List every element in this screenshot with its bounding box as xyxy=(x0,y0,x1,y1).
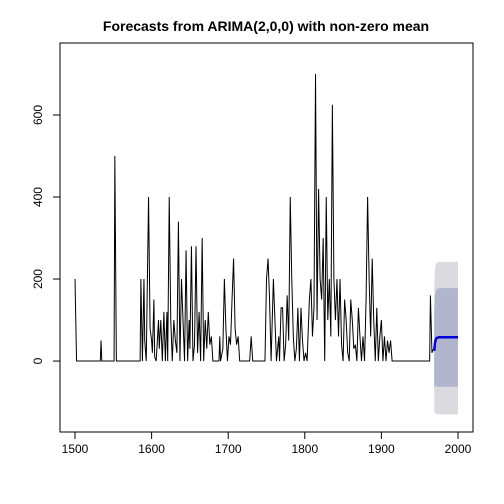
x-tick-label: 1700 xyxy=(215,442,242,456)
chart-title: Forecasts from ARIMA(2,0,0) with non-zer… xyxy=(103,18,429,34)
x-tick-label: 1600 xyxy=(138,442,165,456)
y-tick-label: 400 xyxy=(31,187,45,207)
x-tick-label: 1800 xyxy=(291,442,318,456)
plot-frame xyxy=(59,42,474,433)
x-tick-label: 1900 xyxy=(368,442,395,456)
y-tick-label: 0 xyxy=(31,357,45,364)
series-line xyxy=(74,73,434,362)
interval-80 xyxy=(434,288,458,390)
x-tick-label: 2000 xyxy=(445,442,472,456)
y-tick-label: 200 xyxy=(31,269,45,289)
x-tick-label: 1500 xyxy=(62,442,89,456)
y-tick-label: 600 xyxy=(31,105,45,125)
forecast-line xyxy=(432,336,458,351)
